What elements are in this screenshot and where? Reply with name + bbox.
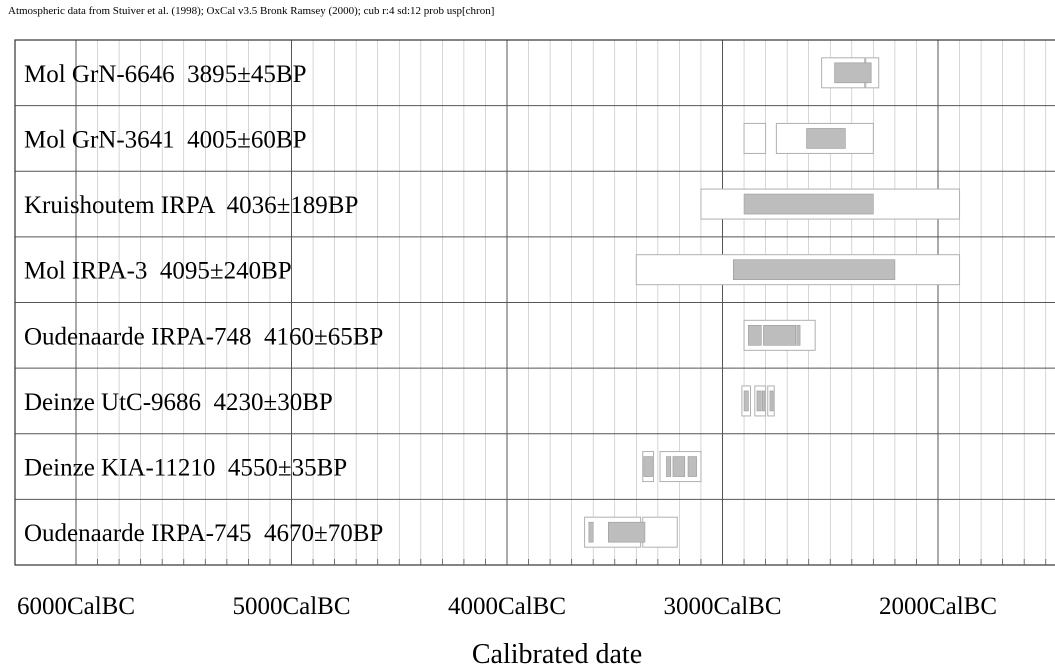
- sample-label: Mol IRPA-3 4095±240BP: [24, 258, 292, 285]
- sample-label: Kruishoutem IRPA 4036±189BP: [24, 192, 358, 219]
- range-68-fill: [806, 128, 846, 149]
- range-68-fill: [672, 456, 686, 477]
- range-95-box: [743, 122, 767, 154]
- range-68-fill: [687, 456, 697, 477]
- range-68-fill: [834, 62, 872, 84]
- range-68-fill: [756, 390, 762, 412]
- calibration-source-note: Atmospheric data from Stuiver et al. (19…: [8, 5, 495, 17]
- range-68-fill: [643, 456, 653, 477]
- sample-label: Oudenaarde IRPA-748 4160±65BP: [24, 323, 383, 350]
- range-68-fill: [763, 325, 797, 346]
- sample-label: Oudenaarde IRPA-745 4670±70BP: [24, 520, 383, 547]
- range-95-box: [642, 516, 678, 548]
- range-68-fill: [796, 325, 801, 346]
- sample-label: Deinze KIA-11210 4550±35BP: [24, 455, 347, 482]
- x-tick-label: 6000CalBC: [17, 593, 135, 620]
- range-68-fill: [666, 456, 672, 477]
- range-68-fill: [743, 193, 874, 215]
- x-tick-label: 5000CalBC: [232, 593, 350, 620]
- plot-frame: [14, 39, 1055, 566]
- sample-label: Mol GrN-3641 4005±60BP: [24, 126, 306, 153]
- x-tick-label: 4000CalBC: [448, 593, 566, 620]
- range-68-fill: [762, 390, 765, 412]
- range-68-fill: [769, 390, 774, 412]
- sample-label: Mol GrN-6646 3895±45BP: [24, 61, 306, 88]
- range-68-fill: [607, 521, 646, 543]
- range-68-fill: [588, 521, 594, 543]
- x-tick-label: 3000CalBC: [663, 593, 781, 620]
- x-axis-title: Calibrated date: [472, 639, 642, 666]
- sample-label: Deinze UtC-9686 4230±30BP: [24, 389, 333, 416]
- range-68-fill: [743, 390, 749, 412]
- range-68-fill: [748, 325, 762, 346]
- range-68-fill: [732, 259, 896, 280]
- x-tick-label: 2000CalBC: [879, 593, 997, 620]
